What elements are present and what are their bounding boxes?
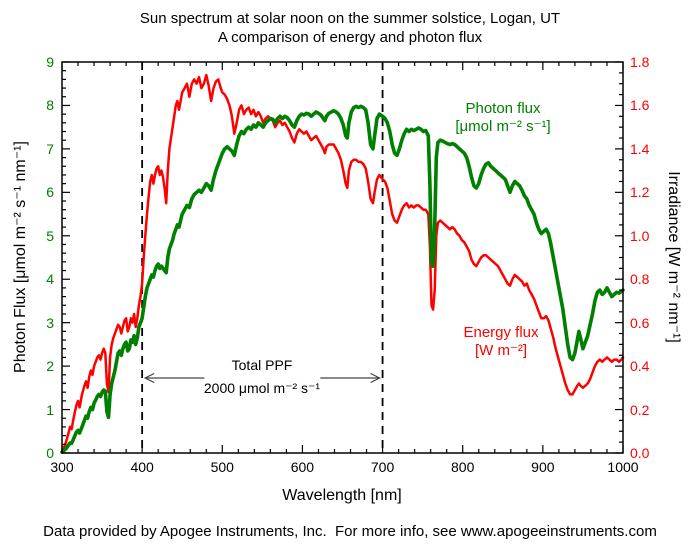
y-left-tick-label: 8 [46,97,54,114]
footer-credit: Data provided by Apogee Instruments, Inc… [43,523,657,540]
photon-flux-legend-name: Photon flux [465,100,541,117]
x-tick-label: 1000 [607,459,639,475]
y-right-tick-label: 0.4 [630,358,650,375]
chart-subtitle: A comparison of energy and photon flux [217,29,483,46]
y-right-tick-label: 1.2 [630,184,650,201]
photon-flux-legend-units: [μmol m⁻² s⁻¹] [455,118,551,135]
photon-flux-legend: Photon flux [μmol m⁻² s⁻¹] [423,100,583,136]
energy-flux-legend: Energy flux [W m⁻²] [431,324,571,360]
y-left-tick-label: 4 [46,271,54,288]
x-tick-label: 800 [451,459,475,475]
photon-flux-curve [60,104,625,454]
x-tick-label: 400 [130,459,154,475]
y-right-tick-label: 0.2 [630,401,650,418]
x-tick-label: 700 [370,459,395,475]
y-right-axis-label: Irradiance [W m⁻² nm⁻¹] [665,171,682,343]
y-left-tick-label: 3 [46,314,54,331]
y-right-tick-label: 1.0 [630,227,650,244]
chart-title: Sun spectrum at solar noon on the summer… [139,10,561,27]
y-right-tick-label: 1.8 [630,54,650,70]
y-left-tick-label: 9 [46,54,54,70]
ppf-annotation-title: Total PPF [231,357,293,373]
x-tick-label: 600 [290,459,315,475]
chart-title-block: Sun spectrum at solar noon on the summer… [0,9,700,47]
y-left-tick-label: 0 [46,445,54,461]
y-left-tick-label: 1 [46,401,54,418]
y-right-tick-label: 1.4 [630,140,650,157]
y-right-tick-label: 1.6 [630,97,650,114]
x-axis-label: Wavelength [nm] [282,487,402,504]
y-left-tick-label: 6 [46,184,54,201]
y-left-tick-label: 2 [46,358,54,375]
energy-flux-legend-units: [W m⁻²] [474,342,528,359]
energy-flux-legend-name: Energy flux [463,324,539,341]
x-tick-label: 300 [50,459,74,475]
x-tick-label: 900 [531,459,555,475]
y-left-axis-label: Photon Flux [μmol m⁻² s⁻¹ nm⁻¹] [12,141,29,373]
y-right-tick-label: 0.6 [630,314,650,331]
x-tick-label: 500 [210,459,234,475]
ppf-annotation-value: 2000 μmol m⁻² s⁻¹ [203,380,321,396]
y-right-tick-label: 0.8 [630,271,650,288]
ppf-arrowhead-right [370,372,381,384]
plot-border [61,61,624,454]
y-left-tick-label: 5 [46,227,54,244]
ppf-arrowhead-left [143,372,155,384]
energy-flux-curve [60,73,625,453]
ppf-annotation: Total PPF 2000 μmol m⁻² s⁻¹ [162,357,362,396]
y-left-tick-label: 7 [46,140,54,157]
y-right-tick-label: 0.0 [630,445,650,461]
